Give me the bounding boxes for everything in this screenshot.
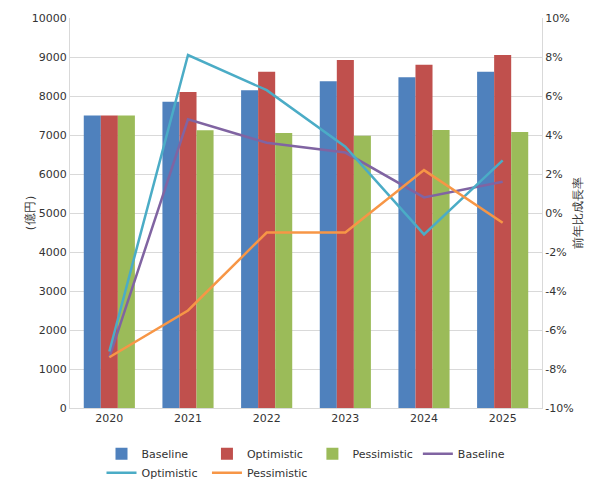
svg-text:8000: 8000 (39, 90, 67, 103)
svg-text:8%: 8% (545, 51, 562, 64)
svg-text:10000: 10000 (32, 12, 67, 25)
svg-text:2021: 2021 (174, 412, 202, 425)
svg-text:（億円）: （億円） (23, 189, 37, 237)
svg-text:-10%: -10% (545, 402, 573, 415)
svg-text:4%: 4% (545, 129, 562, 142)
svg-text:4000: 4000 (39, 246, 67, 259)
svg-text:6%: 6% (545, 90, 562, 103)
svg-text:-4%: -4% (545, 285, 566, 298)
svg-text:5000: 5000 (39, 207, 67, 220)
svg-text:2020: 2020 (95, 412, 123, 425)
svg-text:0%: 0% (545, 207, 562, 220)
svg-text:Optimistic: Optimistic (142, 467, 198, 480)
svg-text:3000: 3000 (39, 285, 67, 298)
svg-text:10%: 10% (545, 12, 569, 25)
svg-text:6000: 6000 (39, 168, 67, 181)
svg-text:Baseline: Baseline (458, 448, 505, 461)
svg-text:-8%: -8% (545, 363, 566, 376)
svg-text:-2%: -2% (545, 246, 566, 259)
svg-text:2%: 2% (545, 168, 562, 181)
svg-text:Pessimistic: Pessimistic (247, 467, 307, 480)
svg-text:Pessimistic: Pessimistic (352, 448, 412, 461)
svg-text:2024: 2024 (410, 412, 438, 425)
svg-text:1000: 1000 (39, 363, 67, 376)
svg-text:2000: 2000 (39, 324, 67, 337)
svg-text:7000: 7000 (39, 129, 67, 142)
svg-text:2022: 2022 (253, 412, 281, 425)
svg-text:9000: 9000 (39, 51, 67, 64)
svg-text:2025: 2025 (489, 412, 517, 425)
svg-text:-6%: -6% (545, 324, 566, 337)
svg-text:0: 0 (60, 402, 67, 415)
svg-text:前年比成長率: 前年比成長率 (571, 177, 585, 249)
svg-text:Baseline: Baseline (142, 448, 189, 461)
svg-text:Optimistic: Optimistic (247, 448, 303, 461)
svg-text:2023: 2023 (331, 412, 359, 425)
